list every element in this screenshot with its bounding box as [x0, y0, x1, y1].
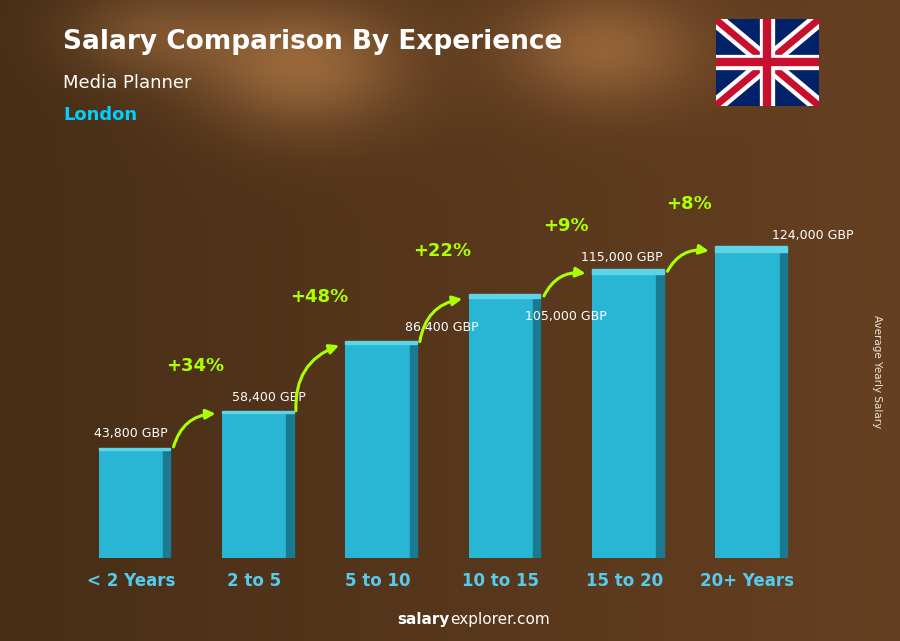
Bar [99, 449, 163, 558]
Bar [716, 246, 787, 251]
Text: 86,400 GBP: 86,400 GBP [405, 322, 478, 335]
Bar [286, 413, 293, 558]
Text: salary: salary [398, 612, 450, 627]
Text: 124,000 GBP: 124,000 GBP [772, 229, 853, 242]
Bar [716, 251, 779, 558]
Bar [163, 449, 170, 558]
Text: 115,000 GBP: 115,000 GBP [581, 251, 662, 264]
Bar [222, 411, 293, 413]
Text: +34%: +34% [166, 357, 225, 375]
Bar [469, 299, 533, 558]
Text: 58,400 GBP: 58,400 GBP [232, 390, 306, 404]
Text: +22%: +22% [413, 242, 472, 260]
Text: +48%: +48% [290, 288, 348, 306]
Text: 43,800 GBP: 43,800 GBP [94, 427, 167, 440]
Bar [346, 340, 417, 344]
Bar [592, 274, 656, 558]
Text: Media Planner: Media Planner [63, 74, 192, 92]
Bar [410, 344, 417, 558]
Text: 105,000 GBP: 105,000 GBP [526, 310, 608, 323]
Text: Average Yearly Salary: Average Yearly Salary [872, 315, 883, 428]
Bar [533, 299, 540, 558]
Bar [779, 251, 787, 558]
Bar [592, 269, 663, 274]
Text: +8%: +8% [666, 196, 712, 213]
Bar [469, 294, 540, 299]
Bar [656, 274, 663, 558]
Bar [346, 344, 410, 558]
Text: Salary Comparison By Experience: Salary Comparison By Experience [63, 29, 562, 55]
Bar [99, 447, 170, 449]
Text: +9%: +9% [543, 217, 589, 235]
Text: London: London [63, 106, 137, 124]
Bar [222, 413, 286, 558]
Text: explorer.com: explorer.com [450, 612, 550, 627]
